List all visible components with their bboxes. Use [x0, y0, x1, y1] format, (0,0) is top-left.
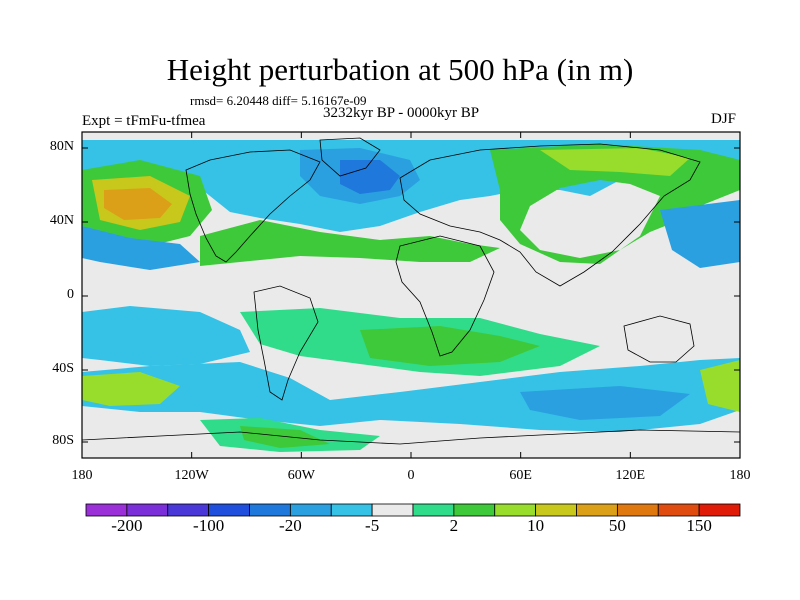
- colorbar-swatch: [167, 503, 210, 517]
- colorbar-swatch: [85, 503, 128, 517]
- coast-australia: [623, 315, 695, 363]
- map-title: Height perturbation at 500 hPa (in m): [166, 52, 634, 87]
- colorbar-swatch: [576, 503, 618, 517]
- colorbar-label: -5: [365, 516, 380, 535]
- time-period-label: 3232kyr BP - 0000kyr BP: [323, 105, 480, 121]
- colorbar-swatch: [698, 503, 741, 517]
- colorbar-swatch: [535, 503, 577, 517]
- y-tick-label: 80N: [49, 139, 74, 154]
- contour-neg-north-core: [340, 160, 400, 194]
- x-tick-label: 60E: [509, 468, 532, 483]
- colorbar-label: -100: [193, 516, 225, 535]
- colorbar-swatch: [657, 503, 700, 517]
- colorbar-swatch: [289, 503, 332, 517]
- field-contours: [82, 132, 740, 458]
- coast-antarctica: [81, 429, 741, 445]
- colorbar-swatch: [412, 503, 455, 517]
- contour-pos-asia-warm: [540, 148, 690, 176]
- colorbar-label: 2: [449, 516, 459, 535]
- coast-africa: [395, 235, 495, 357]
- contour-pos-south-atlantic-core: [360, 326, 540, 366]
- y-tick-label: 80S: [52, 433, 74, 448]
- contour-pos-asia: [490, 144, 740, 264]
- experiment-label: Expt = tFmFu-tfmea: [82, 113, 206, 129]
- colorbar-swatch: [494, 503, 537, 517]
- coast-greenland: [319, 137, 381, 177]
- coast-europe-asia: [399, 143, 701, 287]
- contour-pos-south-east: [700, 360, 740, 412]
- y-tick-label: 0: [67, 287, 74, 302]
- contour-pos-atlantic-band: [200, 220, 500, 266]
- coast-north-america: [185, 149, 321, 263]
- coastlines: [81, 137, 741, 445]
- colorbar-swatch: [126, 503, 169, 517]
- x-tick-label: 180: [71, 468, 93, 483]
- contour-neg-pacific-mid: [82, 226, 200, 270]
- colorbar-swatch: [371, 503, 414, 517]
- colorbar-label: -200: [111, 516, 143, 535]
- colorbar-swatch: [249, 503, 291, 517]
- colorbar-label: 50: [608, 516, 626, 535]
- y-tick-label: 40S: [52, 361, 74, 376]
- rmsd-diff-stats: rmsd= 6.20448 diff= 5.16167e-09: [190, 93, 367, 108]
- colorbar-label: -20: [279, 516, 302, 535]
- colorbar-swatch: [330, 503, 373, 517]
- colorbar-swatch: [453, 503, 496, 517]
- x-tick-label: 0: [407, 468, 415, 483]
- x-tick-label: 120E: [615, 468, 646, 483]
- contour-pos-antarctic-core: [240, 426, 330, 448]
- contour-neg-south-deep: [520, 386, 690, 420]
- coast-south-america: [253, 285, 319, 401]
- colorbar-swatch: [208, 503, 250, 517]
- colorbar-label: 10: [527, 516, 545, 535]
- contour-pos-south-west: [82, 372, 180, 406]
- y-tick-label: 40N: [49, 213, 74, 228]
- contour-pos-pacific-core: [104, 188, 172, 220]
- x-tick-label: 180: [729, 468, 751, 483]
- x-tick-label: 60W: [287, 468, 315, 483]
- x-tick-label: 120W: [174, 468, 209, 483]
- contour-neg-south-pacific: [82, 306, 250, 366]
- contour-neg-pacific-west: [660, 200, 740, 268]
- colorbar: [85, 503, 741, 517]
- axis-ticks: [81, 132, 741, 458]
- colorbar-label: 150: [686, 516, 712, 535]
- colorbar-swatch: [616, 503, 659, 517]
- season-label: DJF: [711, 111, 737, 127]
